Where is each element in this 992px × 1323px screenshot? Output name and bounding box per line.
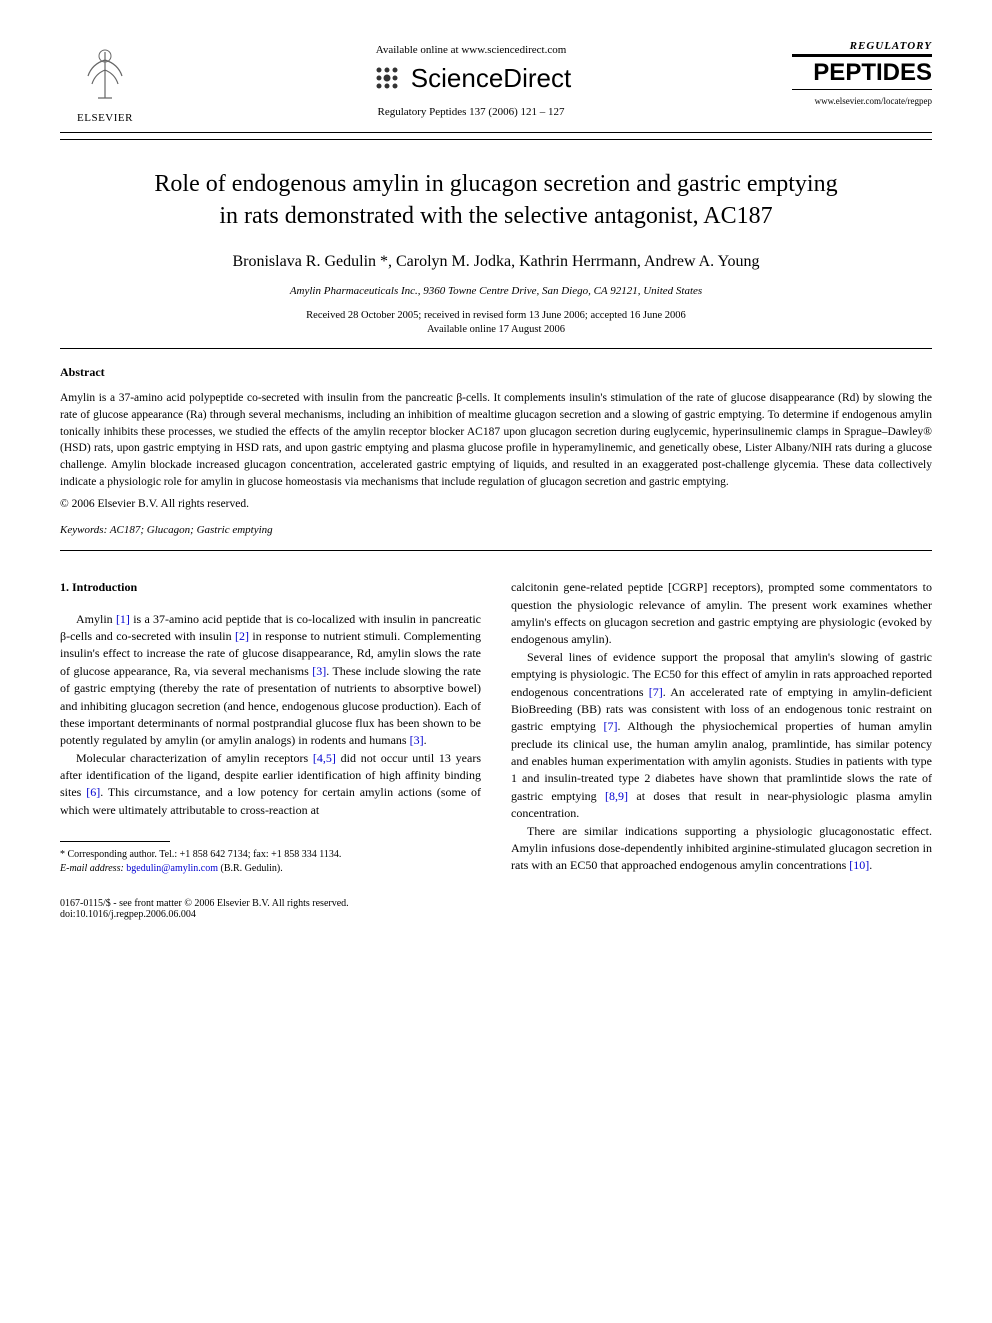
- journal-regulatory: REGULATORY: [792, 40, 932, 52]
- divider: [60, 348, 932, 349]
- keywords-text: AC187; Glucagon; Gastric emptying: [107, 524, 272, 536]
- body-paragraph: Amylin [1] is a 37-amino acid peptide th…: [60, 611, 481, 750]
- reference-link[interactable]: [2]: [235, 629, 249, 643]
- body-paragraph: There are similar indications supporting…: [511, 823, 932, 875]
- footer-issn-line: 0167-0115/$ - see front matter © 2006 El…: [60, 898, 349, 909]
- authors-line: Bronislava R. Gedulin *, Carolyn M. Jodk…: [60, 253, 932, 271]
- email-link[interactable]: bgedulin@amylin.com: [124, 863, 218, 874]
- email-tail: (B.R. Gedulin).: [218, 863, 283, 874]
- body-columns: 1. Introduction Amylin [1] is a 37-amino…: [60, 579, 932, 876]
- reference-link[interactable]: [3]: [312, 664, 326, 678]
- body-paragraph: Molecular characterization of amylin rec…: [60, 750, 481, 820]
- footnote-email-line: E-mail address: bgedulin@amylin.com (B.R…: [60, 862, 481, 876]
- footnote-separator: [60, 841, 170, 842]
- affiliation: Amylin Pharmaceuticals Inc., 9360 Towne …: [60, 285, 932, 297]
- divider: [60, 139, 932, 140]
- journal-block: REGULATORY PEPTIDES www.elsevier.com/loc…: [792, 40, 932, 106]
- article-title: Role of endogenous amylin in glucagon se…: [90, 168, 902, 233]
- footer-doi: doi:10.1016/j.regpep.2006.06.004: [60, 909, 349, 920]
- reference-link[interactable]: [6]: [86, 785, 100, 799]
- reference-link[interactable]: [3]: [410, 733, 424, 747]
- reference-link[interactable]: [7]: [649, 685, 663, 699]
- abstract-body: Amylin is a 37-amino acid polypeptide co…: [60, 390, 932, 490]
- body-paragraph: Several lines of evidence support the pr…: [511, 649, 932, 823]
- citation-line: Regulatory Peptides 137 (2006) 121 – 127: [150, 106, 792, 118]
- keywords-line: Keywords: AC187; Glucagon; Gastric empty…: [60, 524, 932, 536]
- abstract-heading: Abstract: [60, 365, 932, 380]
- divider: [60, 550, 932, 551]
- divider: [60, 132, 932, 133]
- copyright-line: © 2006 Elsevier B.V. All rights reserved…: [60, 498, 932, 510]
- title-line-2: in rats demonstrated with the selective …: [219, 203, 772, 229]
- introduction-heading: 1. Introduction: [60, 579, 481, 596]
- reference-link[interactable]: [4,5]: [313, 751, 336, 765]
- available-online-text: Available online at www.sciencedirect.co…: [150, 44, 792, 56]
- header-row: ELSEVIER Available online at www.science…: [60, 40, 932, 124]
- keywords-label: Keywords:: [60, 524, 107, 536]
- corresponding-author-footnote: * Corresponding author. Tel.: +1 858 642…: [60, 848, 481, 876]
- dates-online: Available online 17 August 2006: [427, 324, 565, 335]
- email-label: E-mail address:: [60, 863, 124, 874]
- reference-link[interactable]: [8,9]: [605, 789, 628, 803]
- footer-left: 0167-0115/$ - see front matter © 2006 El…: [60, 898, 349, 920]
- sciencedirect-text: ScienceDirect: [411, 63, 571, 94]
- title-line-1: Role of endogenous amylin in glucagon se…: [154, 171, 837, 197]
- body-paragraph: calcitonin gene-related peptide [CGRP] r…: [511, 579, 932, 649]
- page-footer: 0167-0115/$ - see front matter © 2006 El…: [60, 898, 932, 920]
- elsevier-tree-icon: [70, 40, 140, 110]
- reference-link[interactable]: [10]: [849, 858, 869, 872]
- footnote-corr: * Corresponding author. Tel.: +1 858 642…: [60, 848, 481, 862]
- article-dates: Received 28 October 2005; received in re…: [60, 309, 932, 338]
- column-right: calcitonin gene-related peptide [CGRP] r…: [511, 579, 932, 876]
- sciencedirect-brand: ScienceDirect: [150, 62, 792, 94]
- reference-link[interactable]: [7]: [603, 719, 617, 733]
- sciencedirect-icon: [371, 62, 403, 94]
- center-header: Available online at www.sciencedirect.co…: [150, 40, 792, 118]
- journal-url: www.elsevier.com/locate/regpep: [792, 96, 932, 106]
- publisher-label: ELSEVIER: [77, 112, 133, 124]
- column-left: 1. Introduction Amylin [1] is a 37-amino…: [60, 579, 481, 876]
- dates-received: Received 28 October 2005; received in re…: [306, 310, 686, 321]
- reference-link[interactable]: [1]: [116, 612, 130, 626]
- journal-name: PEPTIDES: [792, 54, 932, 90]
- publisher-block: ELSEVIER: [60, 40, 150, 124]
